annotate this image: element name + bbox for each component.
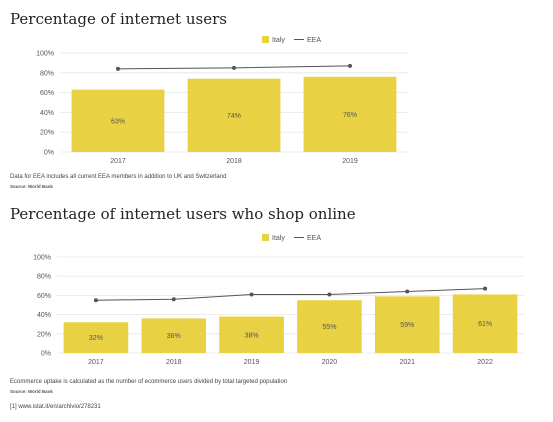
bar-data-label: 76% [343,112,357,119]
chart-internet-users: Italy EEA 0% 20% 40% 60% 80% 100% 63% 2017 74% 2018… [36,36,408,165]
bar-data-label: 55% [322,324,336,331]
bar-data-label: 59% [400,322,414,329]
line-point-2019 [249,292,254,297]
line-point-2018 [232,65,236,70]
line-series-eea [95,288,486,301]
bar-data-label: 32% [89,335,103,342]
line-point-2018 [171,297,176,302]
bar-2022 [452,294,518,353]
y-tick-label: 60% [40,90,54,97]
bar-2018 [141,318,207,353]
bar-2018 [187,78,281,152]
bar-data-label: 63% [111,118,125,125]
chart-title-internet-users: Percentage of internet users [10,10,227,28]
line-point-2022 [483,286,488,291]
chart-online-shoppers: Italy EEA 0% 20% 40% 60% 80% 100% 32% 2017 36% 2018… [33,234,524,366]
y-tick-label: 0% [41,351,51,358]
y-tick-label: 20% [37,331,51,338]
bar-data-label: 74% [227,113,241,120]
legend-label-line: EEA [307,37,321,44]
bar-2017 [71,89,165,152]
line-point-2017 [93,298,98,303]
bar-2017 [63,322,129,353]
chart-source-internet-users: Source: World Bank [10,184,53,189]
line-point-2020 [327,292,332,297]
y-tick-label: 100% [36,51,54,58]
chart-source-online-shoppers: Source: World Bank [10,389,53,394]
x-tick-label: 2017 [88,359,104,366]
bar-data-label: 38% [245,332,259,339]
legend-label-bar: Italy [272,235,285,242]
x-tick-label: 2020 [322,359,338,366]
chart-note-online-shoppers: Ecommerce uptake is calculated as the nu… [10,379,288,385]
y-tick-label: 40% [37,312,51,319]
footnote-link[interactable]: [1] www.istat.it/en/archivio/278231 [10,404,101,410]
legend-label-line: EEA [307,235,321,242]
x-tick-label: 2018 [226,158,242,165]
bar-data-label: 36% [167,333,181,340]
x-tick-label: 2018 [166,359,182,366]
legend-swatch-bar [262,36,269,43]
x-tick-label: 2017 [110,158,126,165]
x-tick-label: 2022 [477,359,493,366]
y-tick-label: 80% [37,274,51,281]
bar-2020 [297,300,362,353]
legend-label-bar: Italy [272,37,285,44]
x-tick-label: 2019 [244,359,260,366]
legend-swatch-bar [262,234,269,241]
y-tick-label: 60% [37,293,51,300]
chart-title-online-shoppers: Percentage of internet users who shop on… [10,205,356,223]
line-point-2017 [116,66,120,71]
y-tick-label: 100% [33,255,51,262]
line-point-2019 [348,63,352,68]
chart-note-internet-users: Data for EEA includes all current EEA me… [10,174,227,180]
x-tick-label: 2021 [399,359,415,366]
bar-data-label: 61% [478,321,492,328]
y-tick-label: 20% [40,130,54,137]
bar-2021 [374,296,440,353]
y-tick-label: 40% [40,110,54,117]
y-tick-label: 0% [44,150,54,157]
y-tick-label: 80% [40,70,54,77]
bar-2019 [303,76,397,152]
bar-2019 [219,316,284,353]
x-tick-label: 2019 [342,158,358,165]
line-point-2021 [405,289,410,294]
